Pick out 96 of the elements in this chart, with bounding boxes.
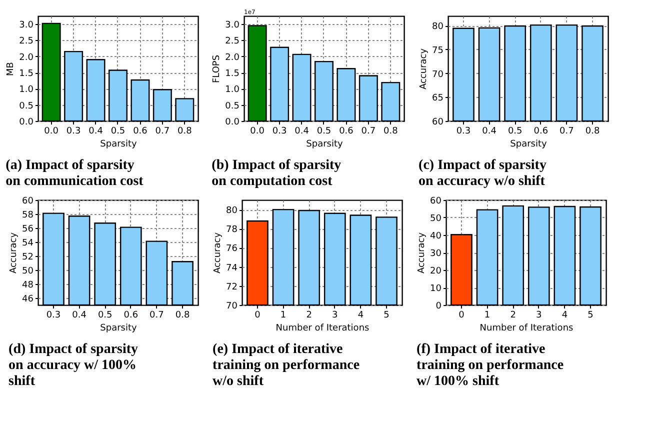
x-tick-label: 0.6 xyxy=(534,126,548,136)
y-tick-label: 1.0 xyxy=(19,85,34,96)
x-tick-label: 0.8 xyxy=(175,310,190,320)
y-tick-label: 2.5 xyxy=(19,36,34,47)
x-tick-label: 0.6 xyxy=(339,126,354,136)
x-tick-label: 1 xyxy=(280,310,286,320)
y-tick-label: 80 xyxy=(432,22,444,32)
y-tick-label: 3.0 xyxy=(225,20,240,31)
y-tick-label: 78 xyxy=(226,225,238,236)
x-tick-label: 0.7 xyxy=(560,126,574,136)
x-tick-label: 0.4 xyxy=(482,126,497,136)
x-tick-label: 0 xyxy=(458,310,465,320)
y-tick-label: 1.0 xyxy=(225,85,240,96)
y-tick-label: 2.0 xyxy=(225,52,240,63)
y-axis-title: Accuracy xyxy=(419,48,430,90)
y-tick-label: 0.0 xyxy=(225,118,240,128)
x-tick-label: 0.5 xyxy=(508,126,522,136)
y-tick-label: 80 xyxy=(226,206,238,216)
y-axis-title: FLOPS xyxy=(212,54,222,84)
y-tick-label: 40 xyxy=(430,232,442,242)
y-tick-label: 20 xyxy=(430,266,442,276)
y-tick-label: 60 xyxy=(430,196,442,206)
x-tick-label: 0.7 xyxy=(155,126,170,136)
y-tick-label: 2.0 xyxy=(19,52,34,63)
x-tick-label: 0.7 xyxy=(361,126,376,136)
text: (e) Impact of iterative training on performance w/o shift xyxy=(212,342,360,389)
text: (f) Impact of iterative training on performance w/ 100% shift xyxy=(416,342,564,389)
x-tick-label: 0.3 xyxy=(66,126,81,136)
y-tick-label: 54 xyxy=(22,238,34,248)
x-axis-title: Sparsity xyxy=(100,324,138,334)
x-axis-title: Number of Iterations xyxy=(276,324,370,334)
x-tick-label: 0.5 xyxy=(110,126,126,136)
y-axis-title: Accuracy xyxy=(213,232,224,274)
y-tick-label: 76 xyxy=(226,244,238,254)
x-tick-label: 4 xyxy=(358,310,364,320)
y-axis-title: Accuracy xyxy=(417,232,428,274)
x-tick-label: 0.6 xyxy=(133,126,148,136)
x-tick-label: 2 xyxy=(306,310,312,320)
y-tick-label: 58 xyxy=(22,210,34,220)
x-axis-title: Sparsity xyxy=(510,140,548,150)
y-tick-label: 1.5 xyxy=(19,69,34,80)
y-tick-label: 50 xyxy=(430,214,442,224)
x-tick-label: 0.5 xyxy=(98,310,112,320)
y-tick-label: 10 xyxy=(430,284,442,294)
y-tick-label: 1.5 xyxy=(225,69,240,80)
y-tick-label: 0.5 xyxy=(19,101,34,112)
x-tick-label: 0.0 xyxy=(250,126,265,136)
y-tick-label: 50 xyxy=(22,266,34,276)
y-tick-label: 56 xyxy=(22,224,34,234)
y-axis-title: Accuracy xyxy=(9,232,20,274)
y-tick-label: 0.5 xyxy=(225,101,240,112)
y-tick-label: 70 xyxy=(226,302,238,312)
x-tick-label: 0.4 xyxy=(88,126,104,136)
x-tick-label: 0.8 xyxy=(585,126,600,136)
x-axis-title: Sparsity xyxy=(306,140,344,150)
x-tick-label: 0.5 xyxy=(316,126,332,136)
x-tick-label: 3 xyxy=(536,310,542,320)
y-tick-label: 70 xyxy=(432,70,444,80)
x-tick-label: 5 xyxy=(588,310,594,320)
y-tick-label: 46 xyxy=(22,294,34,304)
y-axis-title: MB xyxy=(6,62,16,76)
x-tick-label: 0.3 xyxy=(46,310,61,320)
x-tick-label: 0 xyxy=(254,310,261,320)
x-tick-label: 1 xyxy=(484,310,490,320)
x-tick-label: 0.6 xyxy=(124,310,138,320)
x-tick-label: 0.4 xyxy=(294,126,310,136)
y-tick-label: 0.0 xyxy=(19,118,34,128)
x-tick-label: 5 xyxy=(384,310,390,320)
y-tick-label: 74 xyxy=(226,263,238,274)
x-tick-label: 0.4 xyxy=(72,310,87,320)
x-tick-label: 0.0 xyxy=(44,126,59,136)
x-axis-title: Number of Iterations xyxy=(480,324,574,334)
x-tick-label: 0.3 xyxy=(456,126,471,136)
x-tick-label: 3 xyxy=(332,310,338,320)
text: (c) Impact of sparsity on accuracy w/o shift xyxy=(418,158,546,189)
y-tick-label: 75 xyxy=(432,46,444,56)
x-tick-label: 0.8 xyxy=(384,126,398,136)
y-tick-label: 2.5 xyxy=(225,36,240,47)
x-tick-label: 0.8 xyxy=(178,126,192,136)
y-tick-label: 60 xyxy=(22,196,34,206)
y-tick-label: 48 xyxy=(22,280,34,290)
x-axis-title: Sparsity xyxy=(100,140,138,150)
text: (d) Impact of sparsity on accuracy w/ 100% shift xyxy=(8,342,138,389)
y-tick-label: 30 xyxy=(430,249,442,259)
y-tick-label: 72 xyxy=(226,282,238,292)
y-tick-label: 0 xyxy=(436,302,442,312)
x-tick-label: 2 xyxy=(510,310,516,320)
y-tick-label: 65 xyxy=(432,94,444,104)
text: (a) Impact of sparsity on communication cost xyxy=(6,158,144,189)
y-tick-label: 52 xyxy=(22,252,34,262)
y-tick-label: 60 xyxy=(432,118,444,128)
x-tick-label: 4 xyxy=(562,310,568,320)
x-tick-label: 0.7 xyxy=(150,310,164,320)
x-tick-label: 0.3 xyxy=(272,126,287,136)
y-tick-label: 3.0 xyxy=(19,20,34,31)
text: (b) Impact of sparsity on computation cost xyxy=(212,158,342,189)
